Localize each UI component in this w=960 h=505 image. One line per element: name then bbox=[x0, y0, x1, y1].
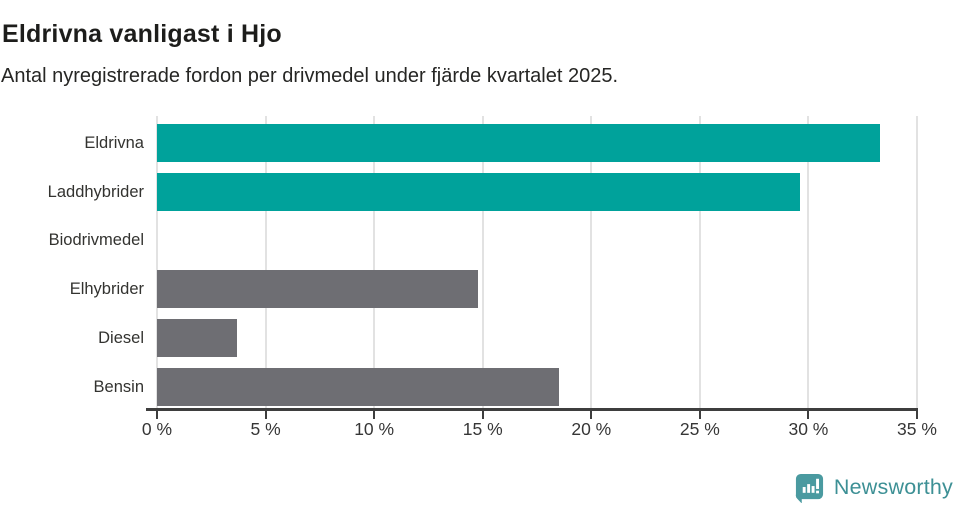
x-axis-tick-label: 35 % bbox=[897, 419, 937, 439]
x-axis-tick bbox=[481, 411, 484, 419]
category-label: Eldrivna bbox=[84, 134, 144, 152]
x-axis-tick bbox=[916, 411, 918, 419]
x-axis-tick-label: 0 % bbox=[141, 419, 173, 439]
newsworthy-logo: Newsworthy bbox=[794, 471, 953, 503]
x-axis-tick bbox=[373, 411, 376, 419]
bar bbox=[157, 318, 238, 357]
category-label: Biodrivmedel bbox=[48, 231, 144, 250]
x-axis-tick-label: 10 % bbox=[354, 419, 395, 439]
x-axis-tick bbox=[590, 411, 593, 419]
gridline bbox=[373, 116, 376, 408]
bar bbox=[157, 124, 881, 162]
bar bbox=[157, 367, 559, 406]
chart-title: Eldrivna vanligast i Hjo bbox=[2, 19, 282, 48]
x-axis-tick bbox=[156, 411, 158, 419]
gridline bbox=[916, 116, 918, 408]
x-axis-tick-label: 30 % bbox=[788, 419, 829, 439]
category-label: Diesel bbox=[98, 328, 144, 347]
gridline bbox=[590, 116, 593, 408]
x-axis-tick-label: 15 % bbox=[462, 419, 503, 439]
x-axis-tick-label: 20 % bbox=[571, 419, 612, 439]
newsworthy-logo-icon bbox=[795, 473, 823, 503]
category-label: Laddhybrider bbox=[47, 182, 144, 201]
gridline bbox=[156, 116, 158, 408]
x-axis-tick bbox=[264, 411, 267, 419]
chart-subtitle: Antal nyregistrerade fordon per drivmede… bbox=[1, 65, 619, 87]
x-axis-tick-label: 25 % bbox=[679, 419, 720, 439]
category-label: Elhybrider bbox=[69, 280, 144, 299]
newsworthy-logo-text: Newsworthy bbox=[833, 474, 953, 499]
x-axis-tick-label: 5 % bbox=[250, 419, 281, 439]
gridline bbox=[698, 116, 701, 408]
x-axis-tick bbox=[807, 411, 810, 419]
category-label: Bensin bbox=[93, 377, 144, 396]
x-axis-line bbox=[146, 408, 918, 411]
x-axis-tick bbox=[698, 411, 701, 419]
gridline bbox=[481, 116, 484, 408]
gridline bbox=[807, 116, 810, 408]
bar bbox=[157, 270, 479, 309]
gridline bbox=[264, 116, 267, 408]
bar-chart: Eldrivna Laddhybrider Biodrivmedel Elhybrid… bbox=[47, 116, 937, 439]
bar bbox=[157, 172, 800, 211]
